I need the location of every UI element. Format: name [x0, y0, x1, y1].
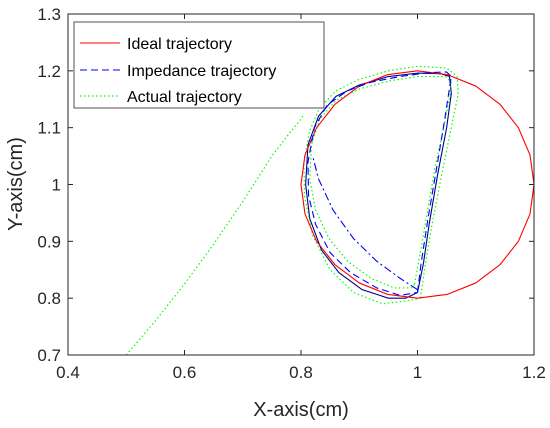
legend: Ideal trajectory Impedance trajectory Ac…: [73, 21, 325, 109]
y-tick-label: 1.2: [37, 62, 61, 81]
series-layer: [125, 65, 534, 355]
legend-label-ideal: Ideal trajectory: [127, 36, 232, 53]
y-axis-title: Y-axis(cm): [5, 137, 27, 231]
x-tick-label: 0.8: [289, 363, 313, 382]
legend-box: [73, 21, 325, 109]
y-tick-label: 1: [52, 176, 61, 195]
legend-label-impedance: Impedance trajectory: [127, 63, 276, 80]
legend-label-actual: Actual trajectory: [127, 89, 242, 106]
x-tick-label: 1.2: [522, 363, 546, 382]
y-tick-label: 1.1: [37, 119, 61, 138]
x-tick-label: 0.4: [56, 363, 80, 382]
y-tick-label: 0.7: [37, 346, 61, 365]
tick-layer: 0.4 0.6 0.8 1 1.2 0.7 0.8 0.9 1 1.1 1.2 1.3: [37, 5, 545, 382]
trajectory-line-extra-2: [303, 65, 459, 305]
actual-trajectory-line: [125, 113, 305, 355]
y-tick-label: 0.8: [37, 289, 61, 308]
trajectory-line-extra-0: [305, 72, 452, 299]
impedance-trajectory-line: [307, 71, 452, 296]
ideal-trajectory-line: [300, 70, 534, 299]
x-tick-label: 0.6: [173, 363, 197, 382]
trajectory-line-extra-1: [312, 155, 418, 291]
x-tick-label: 1: [413, 363, 422, 382]
y-tick-label: 1.3: [37, 5, 61, 24]
y-tick-label: 0.9: [37, 232, 61, 251]
x-axis-title: X-axis(cm): [253, 399, 349, 421]
